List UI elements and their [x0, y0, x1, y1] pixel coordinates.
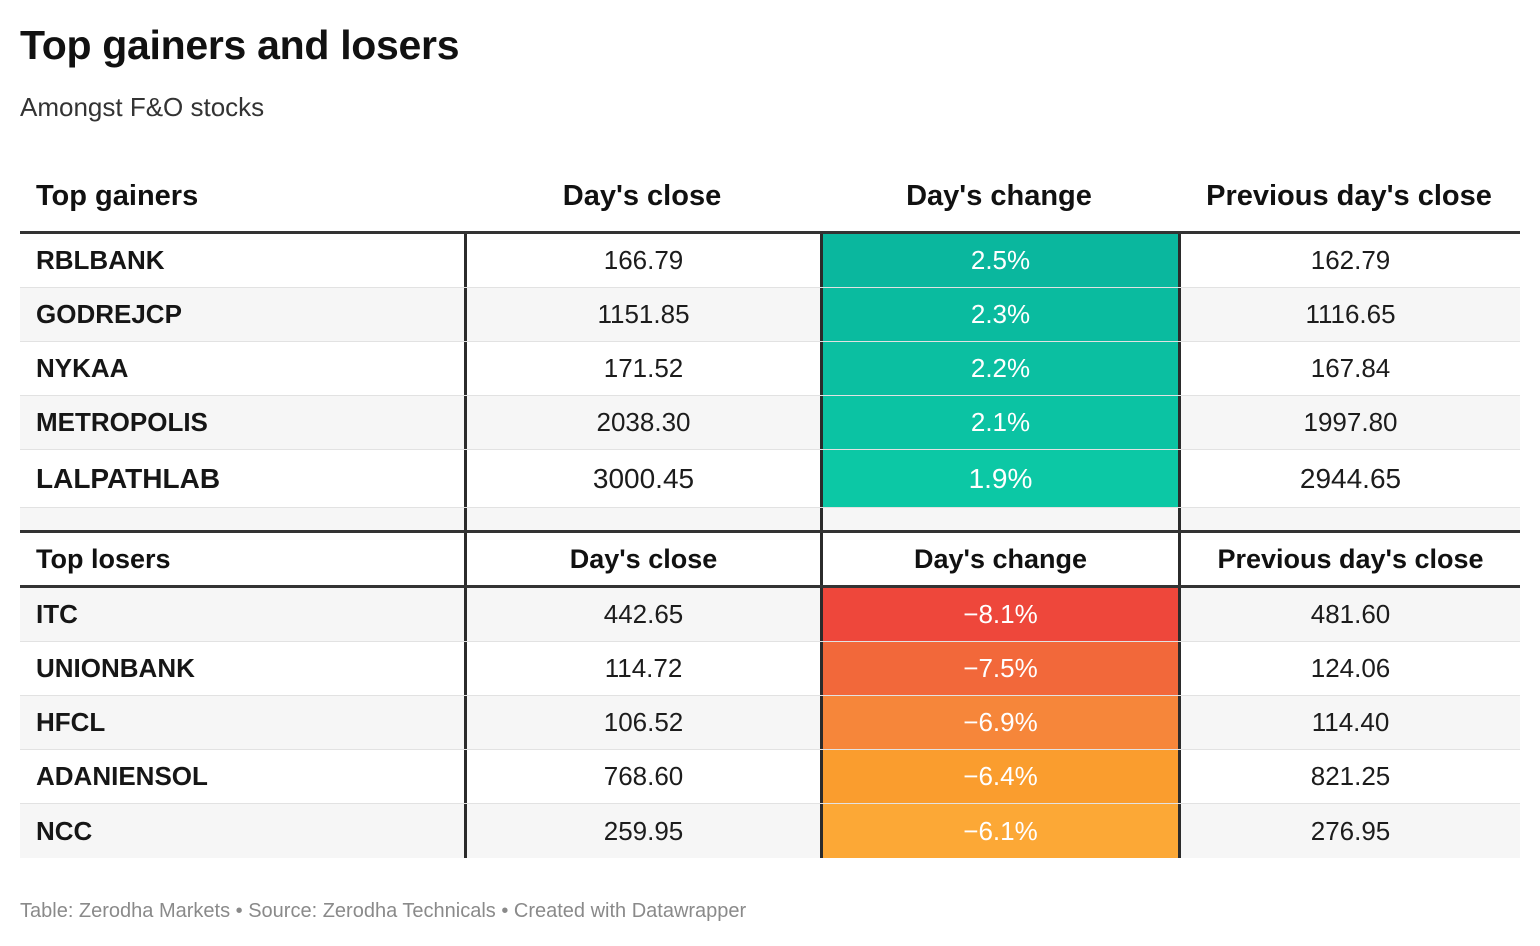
- table-row: LALPATHLAB 3000.45 1.9% 2944.65: [20, 450, 1520, 508]
- spacer-cell: [820, 508, 1178, 530]
- stock-name: NCC: [36, 815, 93, 846]
- stock-name: NYKAA: [36, 353, 129, 383]
- table-row: ITC 442.65 −8.1% 481.60: [20, 588, 1520, 642]
- days-close: 259.95: [464, 804, 820, 858]
- days-close: 3000.45: [464, 450, 820, 507]
- days-close: 768.60: [464, 750, 820, 803]
- days-close: 114.72: [464, 642, 820, 695]
- table-row: GODREJCP 1151.85 2.3% 1116.65: [20, 288, 1520, 342]
- spacer-cell: [464, 508, 820, 530]
- days-change: −7.5%: [820, 642, 1178, 695]
- previous-close: 114.40: [1178, 696, 1520, 749]
- days-change: −6.9%: [820, 696, 1178, 749]
- spacer-cell: [20, 508, 464, 530]
- previous-close: 167.84: [1178, 342, 1520, 395]
- table-row: ADANIENSOL 768.60 −6.4% 821.25: [20, 750, 1520, 804]
- stock-name: METROPOLIS: [36, 407, 208, 437]
- source-footer: Table: Zerodha Markets • Source: Zerodha…: [20, 900, 747, 922]
- table-row: RBLBANK 166.79 2.5% 162.79: [20, 234, 1520, 288]
- spacer-cell: [1178, 508, 1520, 530]
- previous-close: 124.06: [1178, 642, 1520, 695]
- header-top-losers: Top losers: [36, 543, 171, 574]
- days-close: 106.52: [464, 696, 820, 749]
- days-close: 1151.85: [464, 288, 820, 341]
- losers-header-row: Top losers Day's close Day's change Prev…: [20, 530, 1520, 588]
- gainers-losers-table: Top gainers Day's close Day's change Pre…: [20, 162, 1520, 858]
- days-close: 2038.30: [464, 396, 820, 449]
- days-change: −8.1%: [820, 588, 1178, 641]
- header-days-close: Day's close: [562, 180, 722, 212]
- gainers-header-row: Top gainers Day's close Day's change Pre…: [20, 162, 1520, 234]
- stock-name: ADANIENSOL: [36, 761, 208, 791]
- header-days-change: Day's change: [906, 180, 1092, 212]
- chart-title: Top gainers and losers: [20, 22, 460, 68]
- header-days-close: Day's close: [464, 533, 820, 585]
- table-row: UNIONBANK 114.72 −7.5% 124.06: [20, 642, 1520, 696]
- header-previous-close: Previous day's close: [1178, 533, 1520, 585]
- days-change: 2.3%: [820, 288, 1178, 341]
- days-change: 1.9%: [820, 450, 1178, 507]
- table-row: HFCL 106.52 −6.9% 114.40: [20, 696, 1520, 750]
- previous-close: 162.79: [1178, 234, 1520, 287]
- stock-name: RBLBANK: [36, 245, 165, 275]
- days-change: 2.2%: [820, 342, 1178, 395]
- previous-close: 1116.65: [1178, 288, 1520, 341]
- previous-close: 1997.80: [1178, 396, 1520, 449]
- stock-name: UNIONBANK: [36, 653, 195, 683]
- stock-name: HFCL: [36, 707, 106, 737]
- stock-name: GODREJCP: [36, 299, 182, 329]
- section-spacer: [20, 508, 1520, 530]
- stock-name: ITC: [36, 599, 78, 629]
- days-change: 2.5%: [820, 234, 1178, 287]
- days-close: 442.65: [464, 588, 820, 641]
- table-row: NYKAA 171.52 2.2% 167.84: [20, 342, 1520, 396]
- header-days-change: Day's change: [820, 533, 1178, 585]
- days-close: 166.79: [464, 234, 820, 287]
- previous-close: 821.25: [1178, 750, 1520, 803]
- previous-close: 2944.65: [1178, 450, 1520, 507]
- days-close: 171.52: [464, 342, 820, 395]
- days-change: −6.4%: [820, 750, 1178, 803]
- table-row: NCC 259.95 −6.1% 276.95: [20, 804, 1520, 858]
- header-previous-close: Previous day's close: [1206, 180, 1492, 212]
- table-row: METROPOLIS 2038.30 2.1% 1997.80: [20, 396, 1520, 450]
- days-change: −6.1%: [820, 804, 1178, 858]
- previous-close: 276.95: [1178, 804, 1520, 858]
- chart-subtitle: Amongst F&O stocks: [20, 92, 265, 122]
- previous-close: 481.60: [1178, 588, 1520, 641]
- header-top-gainers: Top gainers: [36, 180, 199, 212]
- stock-name: LALPATHLAB: [36, 462, 221, 494]
- days-change: 2.1%: [820, 396, 1178, 449]
